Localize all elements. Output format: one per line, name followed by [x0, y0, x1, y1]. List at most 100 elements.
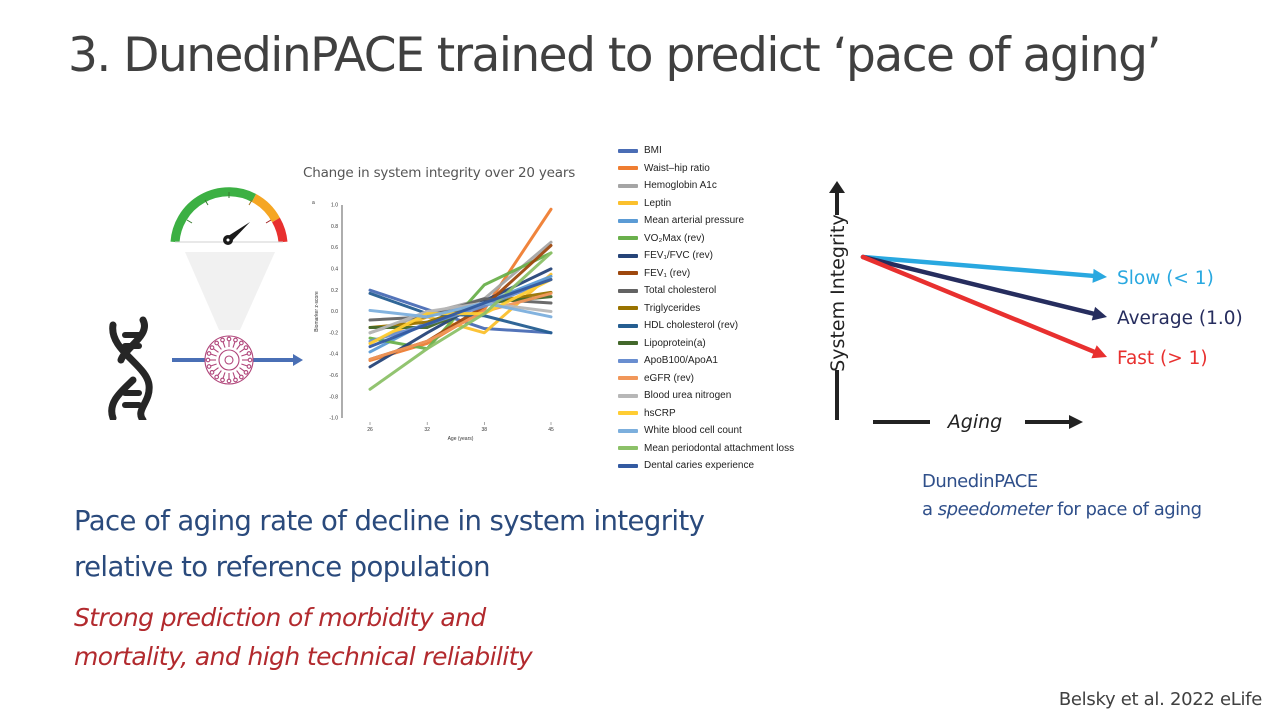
- x-axis-label: Age (years): [448, 436, 474, 442]
- legend-swatch: [618, 463, 638, 468]
- legend-swatch: [618, 323, 638, 328]
- caption-prefix: a: [922, 499, 938, 520]
- citation: Belsky et al. 2022 eLife: [1058, 689, 1262, 710]
- legend-item: Hemoglobin A1c: [618, 177, 794, 195]
- legend-swatch: [618, 253, 638, 258]
- caption-suffix: for pace of aging: [1051, 499, 1202, 520]
- legend-item: Blood urea nitrogen: [618, 387, 794, 405]
- series-line-blood-urea-nitrogen: [368, 301, 553, 335]
- legend-swatch: [618, 218, 638, 223]
- pace-line: [860, 254, 1100, 279]
- legend-swatch: [618, 411, 638, 416]
- legend-swatch: [618, 358, 638, 363]
- legend-item: Mean arterial pressure: [618, 212, 794, 230]
- legend-item: FEV₁ (rev): [618, 265, 794, 283]
- y-tick-label: 0.2: [331, 288, 338, 294]
- x-tick-label: 32: [424, 427, 430, 433]
- y-tick-label: 0.6: [331, 245, 338, 251]
- legend-label: ApoB100/ApoA1: [644, 355, 718, 367]
- legend-item: ApoB100/ApoA1: [618, 352, 794, 370]
- concept-caption: DunedinPACE a speedometer for pace of ag…: [922, 468, 1202, 524]
- pace-label: Average (1.0): [1117, 308, 1243, 329]
- legend-swatch: [618, 446, 638, 451]
- dna-icon: [108, 316, 153, 420]
- legend-label: Waist–hip ratio: [644, 162, 710, 174]
- pace-label: Slow (< 1): [1117, 268, 1214, 289]
- legend-label: HDL cholesterol (rev): [644, 320, 739, 332]
- legend-item: FEV₁/FVC (rev): [618, 247, 794, 265]
- y-tick-label: 0.4: [331, 267, 338, 273]
- pace-arrowhead: [1092, 268, 1107, 283]
- legend-swatch: [618, 236, 638, 241]
- legend-item: Mean periodontal attachment loss: [618, 440, 794, 458]
- legend-label: Triglycerides: [644, 302, 701, 314]
- pace-line: [860, 254, 1100, 356]
- y-axis-label: Biomarker z-score: [314, 291, 320, 332]
- speedometer-icon: [170, 187, 288, 245]
- legend-label: BMI: [644, 145, 662, 157]
- legend-label: FEV₁/FVC (rev): [644, 250, 713, 262]
- legend-label: Lipoprotein(a): [644, 337, 706, 349]
- pace-label: Fast (> 1): [1117, 348, 1208, 369]
- pace-arrowhead: [1091, 345, 1107, 359]
- funnel-shape: [185, 252, 275, 330]
- legend-label: VO₂Max (rev): [644, 232, 705, 244]
- series-line-mean-periodontal-attachment-loss: [368, 251, 553, 391]
- legend-swatch: [618, 166, 638, 171]
- pace-concept-diagram: System Integrity Aging Slow (< 1) Average …: [827, 181, 1243, 433]
- y-axis-arrowhead: [829, 181, 845, 193]
- pipeline-illustration: [108, 187, 303, 420]
- series-line-egfr-rev-: [368, 291, 553, 361]
- y-tick-label: 1.0: [331, 203, 338, 209]
- y-tick-label: 0.8: [331, 224, 338, 230]
- caption-title: DunedinPACE: [922, 471, 1038, 492]
- legend-swatch: [618, 288, 638, 293]
- biomarker-line-chart: a 1.0 0.8 0.6 0.4 0.2 0.0 -0.2 -0.4 -0.6 -0.8 -1.0 2…: [312, 200, 554, 442]
- neural-chip-icon: [204, 335, 254, 385]
- legend-item: hsCRP: [618, 405, 794, 423]
- legend-item: Waist–hip ratio: [618, 160, 794, 178]
- x-axis-arrowhead: [1069, 415, 1083, 429]
- pace-line: [860, 254, 1100, 317]
- legend-swatch: [618, 306, 638, 311]
- legend-swatch: [618, 393, 638, 398]
- legend-swatch: [618, 201, 638, 206]
- legend-item: Triglycerides: [618, 300, 794, 318]
- series-line-white-blood-cell-count: [368, 301, 553, 319]
- legend-label: hsCRP: [644, 407, 676, 419]
- legend-label: Blood urea nitrogen: [644, 390, 732, 402]
- x-tick-label: 38: [482, 427, 488, 433]
- legend-item: HDL cholesterol (rev): [618, 317, 794, 335]
- legend-item: VO₂Max (rev): [618, 230, 794, 248]
- x-tick-label: 45: [548, 427, 554, 433]
- legend-label: Total cholesterol: [644, 285, 717, 297]
- caption-emphasis: speedometer: [937, 499, 1053, 520]
- main-statement: Pace of aging rate of decline in system …: [74, 505, 705, 583]
- sub-statement: Strong prediction of morbidity and morta…: [74, 603, 533, 671]
- y-tick-label: -0.2: [329, 330, 338, 336]
- legend-swatch: [618, 148, 638, 153]
- y-tick-label: -0.6: [329, 373, 338, 379]
- pace-arrowhead: [1091, 306, 1107, 321]
- legend-item: eGFR (rev): [618, 370, 794, 388]
- chart-legend: BMI Waist–hip ratio Hemoglobin A1c Leptin Me…: [618, 142, 794, 475]
- x-axis-label: Aging: [946, 411, 1002, 433]
- legend-item: White blood cell count: [618, 422, 794, 440]
- legend-label: FEV₁ (rev): [644, 267, 691, 279]
- legend-item: Dental caries experience: [618, 457, 794, 475]
- slide-title: 3. DunedinPACE trained to predict ‘pace …: [68, 28, 1161, 83]
- legend-label: Leptin: [644, 197, 672, 209]
- series-line-dental-caries-experience: [368, 278, 553, 349]
- y-tick-label: 0.0: [331, 309, 338, 315]
- legend-item: Leptin: [618, 195, 794, 213]
- y-tick-label: -1.0: [329, 416, 338, 422]
- y-axis-label: System Integrity: [827, 214, 849, 372]
- legend-swatch: [618, 341, 638, 346]
- chart-subtitle: Change in system integrity over 20 years: [303, 165, 576, 181]
- legend-swatch: [618, 183, 638, 188]
- x-tick-label: 26: [367, 427, 373, 433]
- legend-label: White blood cell count: [644, 425, 742, 437]
- panel-label: a: [312, 200, 315, 206]
- caption-subtitle: a speedometer for pace of aging: [922, 496, 1202, 524]
- legend-swatch: [618, 271, 638, 276]
